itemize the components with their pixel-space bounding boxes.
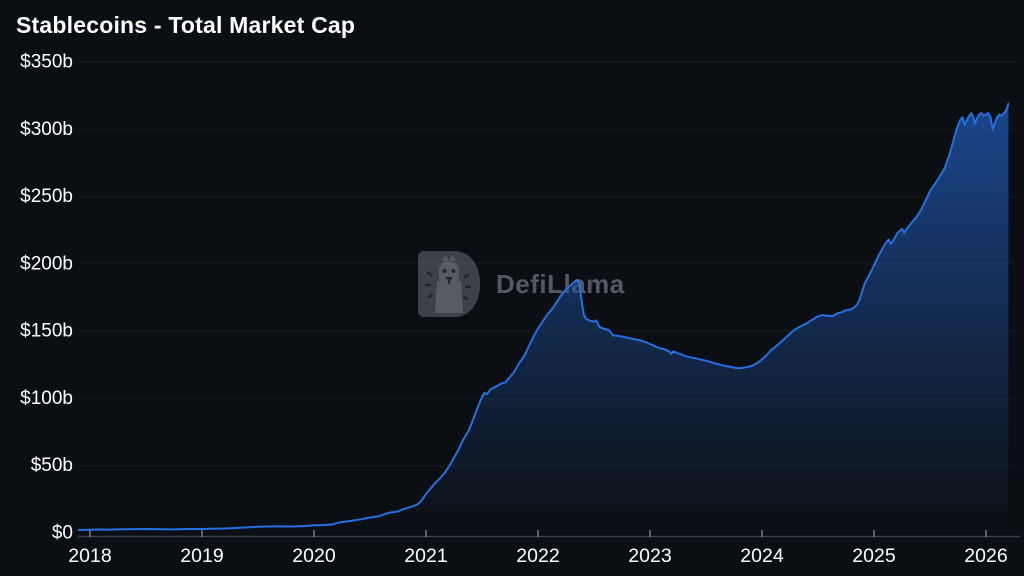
x-tick-label: 2025 xyxy=(852,545,896,567)
y-tick-label: $200b xyxy=(20,253,73,274)
x-axis-labels: 2018 2019 2020 2021 2022 2023 2024 2025 2026 xyxy=(68,545,1007,567)
x-tick-label: 2023 xyxy=(628,545,671,567)
market-cap-line xyxy=(77,102,1010,531)
x-tick-label: 2018 xyxy=(68,545,111,567)
chart-title: Stablecoins - Total Market Cap xyxy=(16,12,356,38)
x-tick-label: 2021 xyxy=(404,545,447,567)
y-tick-label: $350b xyxy=(20,52,73,73)
x-tick-label: 2022 xyxy=(516,545,559,567)
x-tick-label: 2019 xyxy=(180,545,223,567)
y-tick-label: $0 xyxy=(52,523,73,544)
x-tick-label: 2020 xyxy=(292,545,336,567)
y-tick-label: $250b xyxy=(20,186,73,207)
market-cap-area-fill xyxy=(78,103,1009,533)
y-axis-labels: $0 $50b $100b $150b $200b $250b $300b $350b xyxy=(20,52,73,544)
y-tick-label: $150b xyxy=(20,321,73,342)
y-tick-label: $300b xyxy=(20,119,73,140)
x-tick-label: 2026 xyxy=(964,545,1007,567)
x-axis xyxy=(78,530,1020,538)
y-tick-label: $100b xyxy=(20,388,73,409)
x-tick-label: 2024 xyxy=(740,545,784,567)
y-tick-label: $50b xyxy=(31,455,73,476)
